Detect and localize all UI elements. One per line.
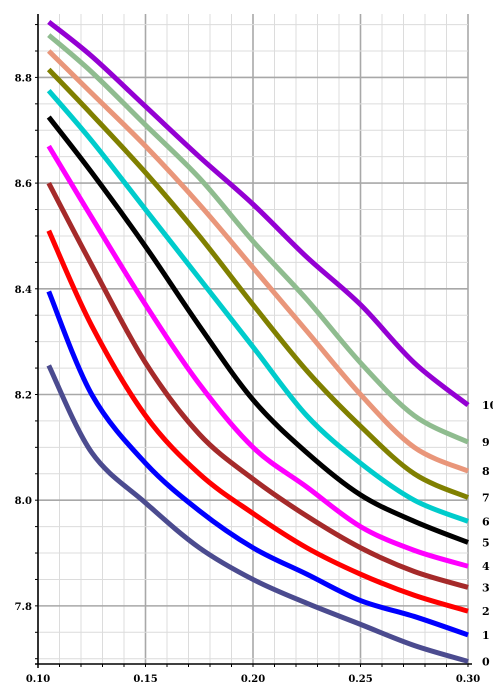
x-tick-label: 0.20 (241, 674, 265, 685)
x-tick-label: 0.15 (133, 674, 157, 685)
series-label-1: 1 (482, 629, 490, 642)
x-tick-label: 0.10 (26, 674, 50, 685)
series-label-5: 5 (482, 536, 490, 549)
series-line-7 (49, 69, 468, 497)
series-label-10: 10 (482, 399, 493, 412)
y-tick-label: 8.6 (15, 179, 32, 190)
y-tick-label: 8.8 (15, 73, 32, 84)
series-label-2: 2 (482, 605, 490, 618)
y-tick-label: 7.8 (15, 602, 32, 613)
y-tick-label: 8.4 (15, 285, 32, 296)
series-labels: 0 1 2 3 4 5 6 7 8 9 10 (482, 399, 493, 668)
x-tick-label: 0.25 (348, 674, 372, 685)
series-line-10 (49, 22, 468, 405)
series-label-0: 0 (482, 655, 490, 668)
series-label-4: 4 (482, 560, 490, 573)
series-label-3: 3 (482, 581, 490, 594)
series-label-7: 7 (482, 492, 490, 505)
x-tick-label: 0.30 (456, 674, 480, 685)
y-tick-label: 8.2 (15, 390, 32, 401)
y-tick-label: 8.0 (15, 496, 32, 507)
series-label-9: 9 (482, 436, 490, 449)
series-label-6: 6 (482, 515, 490, 528)
series-line-9 (49, 35, 468, 442)
series-line-5 (49, 117, 468, 542)
series-label-8: 8 (482, 465, 490, 478)
